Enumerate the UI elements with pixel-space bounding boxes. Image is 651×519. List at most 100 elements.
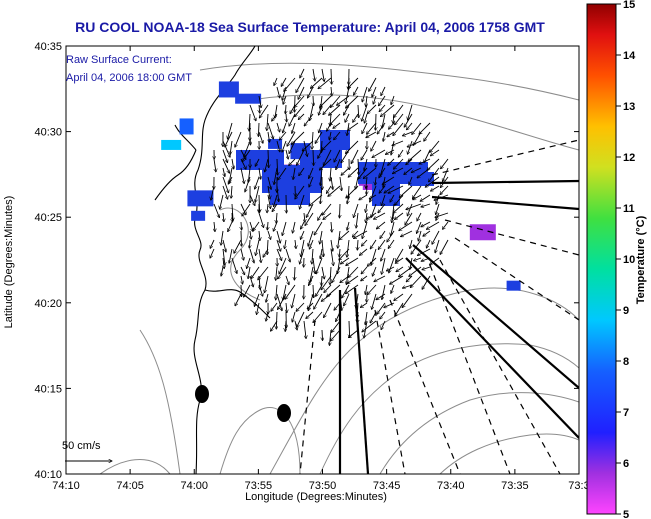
annotation-line: Raw Surface Current: (66, 54, 172, 66)
current-arrow (241, 284, 242, 297)
current-arrow (222, 248, 225, 265)
current-arrow (295, 185, 305, 199)
current-arrow (331, 239, 333, 251)
colorbar-gradient (586, 3, 617, 515)
current-arrow (222, 239, 226, 252)
current-arrow (356, 293, 359, 308)
current-arrow (222, 158, 230, 173)
current-arrow (276, 239, 281, 251)
current-arrow (267, 185, 270, 199)
current-arrow (258, 266, 269, 280)
current-arrow (327, 284, 341, 297)
current-arrow (373, 95, 377, 104)
current-arrow (267, 230, 271, 239)
current-arrow (331, 320, 341, 332)
current-arrow (410, 275, 422, 288)
sst-patch (506, 280, 521, 291)
current-arrow (384, 185, 395, 193)
current-arrow (312, 248, 313, 264)
current-arrow (330, 167, 331, 181)
contour-line (219, 407, 301, 474)
current-arrow (387, 230, 395, 242)
current-arrow (440, 239, 449, 255)
current-arrow (326, 185, 332, 193)
y-tick-label: 40:20 (34, 298, 62, 310)
current-arrow (267, 122, 273, 139)
current-arrow (371, 248, 377, 265)
current-arrow (255, 176, 260, 189)
current-arrow (284, 77, 296, 91)
current-arrow (244, 140, 251, 157)
current-arrow (361, 104, 368, 121)
current-arrow (293, 167, 296, 180)
current-arrow (300, 230, 305, 239)
current-arrow (408, 149, 422, 161)
current-arrow (409, 266, 422, 277)
current-arrow (276, 293, 282, 311)
current-arrow (388, 239, 395, 248)
current-arrow (223, 257, 224, 269)
current-arrow (276, 140, 280, 152)
current-arrow (410, 239, 413, 249)
current-arrow (281, 77, 287, 86)
current-arrow (367, 104, 377, 114)
current-arrow (249, 113, 250, 131)
y-tick-label: 40:10 (34, 469, 62, 481)
current-arrow (390, 194, 395, 202)
current-arrow (443, 167, 449, 182)
current-arrow (396, 248, 404, 262)
current-arrow (266, 311, 269, 321)
current-arrow (300, 221, 305, 229)
current-arrow (379, 104, 386, 112)
current-arrow (323, 212, 332, 220)
current-arrow (259, 194, 260, 212)
current-arrow (419, 158, 431, 164)
sst-patch (469, 224, 496, 241)
current-arrow (361, 149, 368, 160)
current-arrow (345, 284, 359, 294)
current-arrow (229, 248, 233, 263)
x-tick-label: 73:50 (309, 480, 337, 492)
current-arrow (283, 284, 287, 300)
coastline-segment (204, 289, 271, 319)
current-arrow (294, 266, 295, 280)
current-arrow (392, 140, 404, 145)
current-arrow (221, 230, 224, 245)
radar-sites (195, 385, 291, 422)
current-arrow (362, 320, 377, 332)
current-arrow (372, 266, 377, 276)
current-arrow (277, 266, 287, 279)
current-arrow (307, 302, 314, 309)
current-arrow (418, 230, 422, 241)
colorbar-tick-label: 8 (623, 356, 629, 368)
current-arrow (391, 221, 395, 236)
current-arrow (255, 185, 260, 202)
current-arrow (299, 167, 305, 176)
current-arrow (357, 302, 358, 318)
current-arrow (402, 131, 413, 136)
current-arrow (312, 257, 315, 274)
current-arrow (294, 104, 305, 117)
current-arrow (346, 86, 350, 104)
current-arrow (365, 284, 367, 295)
current-arrow (294, 95, 295, 112)
colorbar-tick-label: 10 (623, 254, 635, 266)
current-arrow (422, 266, 431, 270)
colorbar-tick-label: 13 (623, 101, 635, 113)
current-arrow (381, 320, 386, 330)
current-arrow (255, 239, 260, 256)
current-arrow (255, 158, 260, 166)
current-arrow (318, 149, 323, 158)
current-arrow (345, 113, 350, 122)
current-arrow (259, 104, 260, 113)
current-arrow (279, 131, 287, 140)
y-tick-label: 40:15 (34, 383, 62, 395)
y-tick-label: 40:35 (34, 41, 62, 53)
current-arrow (380, 104, 395, 117)
current-arrow (348, 77, 359, 88)
current-arrow (292, 122, 296, 133)
current-arrow (249, 104, 256, 121)
current-arrow (323, 104, 332, 115)
current-arrow (347, 275, 359, 284)
